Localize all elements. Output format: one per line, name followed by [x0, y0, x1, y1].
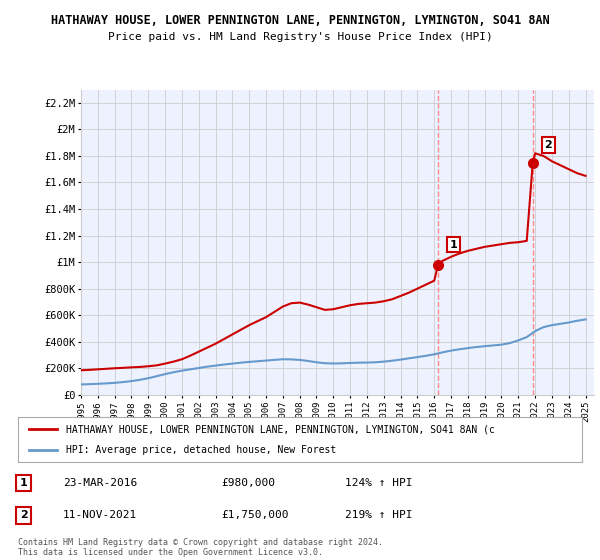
Text: HATHAWAY HOUSE, LOWER PENNINGTON LANE, PENNINGTON, LYMINGTON, SO41 8AN (c: HATHAWAY HOUSE, LOWER PENNINGTON LANE, P…: [66, 424, 495, 435]
Text: 23-MAR-2016: 23-MAR-2016: [63, 478, 137, 488]
Text: Price paid vs. HM Land Registry's House Price Index (HPI): Price paid vs. HM Land Registry's House …: [107, 32, 493, 43]
Text: 1: 1: [20, 478, 28, 488]
Text: 2: 2: [20, 510, 28, 520]
Text: £980,000: £980,000: [221, 478, 275, 488]
Text: 11-NOV-2021: 11-NOV-2021: [63, 510, 137, 520]
Text: 2: 2: [545, 140, 553, 150]
Text: £1,750,000: £1,750,000: [221, 510, 289, 520]
Text: HATHAWAY HOUSE, LOWER PENNINGTON LANE, PENNINGTON, LYMINGTON, SO41 8AN: HATHAWAY HOUSE, LOWER PENNINGTON LANE, P…: [50, 14, 550, 27]
Text: Contains HM Land Registry data © Crown copyright and database right 2024.
This d: Contains HM Land Registry data © Crown c…: [18, 538, 383, 557]
Text: 1: 1: [450, 240, 458, 250]
Text: 124% ↑ HPI: 124% ↑ HPI: [345, 478, 413, 488]
Text: 219% ↑ HPI: 219% ↑ HPI: [345, 510, 413, 520]
Text: HPI: Average price, detached house, New Forest: HPI: Average price, detached house, New …: [66, 445, 336, 455]
